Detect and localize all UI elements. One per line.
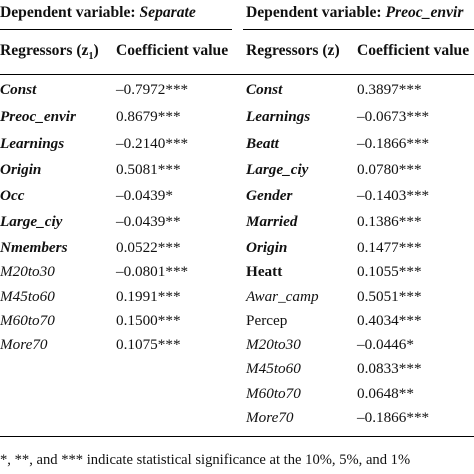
table-cell-regressor: Married [246,213,298,230]
table-cell-regressor: Origin [246,239,288,256]
table-cell-value: 0.1386*** [357,213,422,230]
left-regressors-header-text: Regressors (z [0,42,89,59]
table-cell-regressor: M45to60 [0,288,55,305]
table-cell-value: –0.0446* [357,336,414,353]
table-cell-regressor: M60to70 [246,385,301,402]
table-cell-value: –0.1866*** [357,135,430,152]
table-cell-value: 0.1500*** [116,312,181,329]
left-group-header: Dependent variable: Separate [0,2,196,24]
right-regressors-header: Regressors (z) [246,42,340,59]
table-cell-regressor: Awar_camp [246,288,319,305]
right-group-variable: Preoc_envir [385,4,464,21]
table-cell-regressor: Large_ciy [0,213,63,230]
table-cell-regressor: Const [246,81,283,98]
table-cell-regressor: Learnings [0,135,65,152]
left-regressors-header-subscript: 1 [88,51,94,63]
table-cell-regressor: M20to30 [0,263,55,280]
left-group-variable: Separate [139,4,196,21]
table-cell-regressor: Const [0,81,37,98]
right-value-header: Coefficient value [357,42,470,59]
table-cell-regressor: Origin [0,161,42,178]
table-cell-regressor: M20to30 [246,336,301,353]
table-cell-value: –0.2140*** [116,135,189,152]
left-regressors-header-close: ) [93,42,99,59]
table-cell-value: 0.1055*** [357,263,422,280]
table-cell-value: –0.1866*** [357,409,430,426]
table-cell-value: –0.0439** [116,213,181,230]
table-cell-value: 0.0833*** [357,360,422,377]
table-cell-value: 0.5051*** [357,288,422,305]
table-cell-value: 0.0648** [357,385,414,402]
table-cell-value: 0.3897*** [357,81,422,98]
table-cell-regressor: Heatt [246,263,283,280]
table-cell-value: –0.0439* [116,187,173,204]
table-cell-regressor: Nmembers [0,239,68,256]
table-cell-regressor: M60to70 [0,312,55,329]
table-cell-regressor: Beatt [246,135,279,152]
table-cell-regressor: More70 [246,409,294,426]
group-header-rule [0,29,232,30]
column-header-rule [0,74,474,75]
table-cell-regressor: M45to60 [246,360,301,377]
table-cell-regressor: Preoc_envir [0,108,76,125]
table-cell-regressor: Large_ciy [246,161,309,178]
table-cell-regressor: Percep [246,312,288,329]
right-group-title: Dependent variable: [246,4,386,21]
table-cell-value: 0.1075*** [116,336,181,353]
table-cell-value: –0.1403*** [357,187,430,204]
group-header-rule-right [243,29,474,30]
table-cell-regressor: Learnings [246,108,311,125]
table-cell-value: 0.8679*** [116,108,181,125]
table-bottom-rule [0,436,474,437]
table-cell-regressor: Occ [0,187,25,204]
table-cell-value: 0.0522*** [116,239,181,256]
table-footnote: *, **, and *** indicate statistical sign… [0,452,411,468]
left-regressors-header: Regressors (z1) [0,40,99,68]
table-cell-value: 0.1477*** [357,239,422,256]
table-cell-value: 0.4034*** [357,312,422,329]
table-cell-value: 0.0780*** [357,161,422,178]
table-cell-value: 0.5081*** [116,161,181,178]
left-value-header: Coefficient value [116,42,229,59]
table-cell-regressor: Gender [246,187,293,204]
table-cell-value: –0.7972*** [116,81,189,98]
right-group-header: Dependent variable: Preoc_envir [246,2,463,24]
table-cell-regressor: More70 [0,336,48,353]
left-group-title: Dependent variable: [0,4,140,21]
table-cell-value: 0.1991*** [116,288,181,305]
table-cell-value: –0.0673*** [357,108,430,125]
table-cell-value: –0.0801*** [116,263,189,280]
